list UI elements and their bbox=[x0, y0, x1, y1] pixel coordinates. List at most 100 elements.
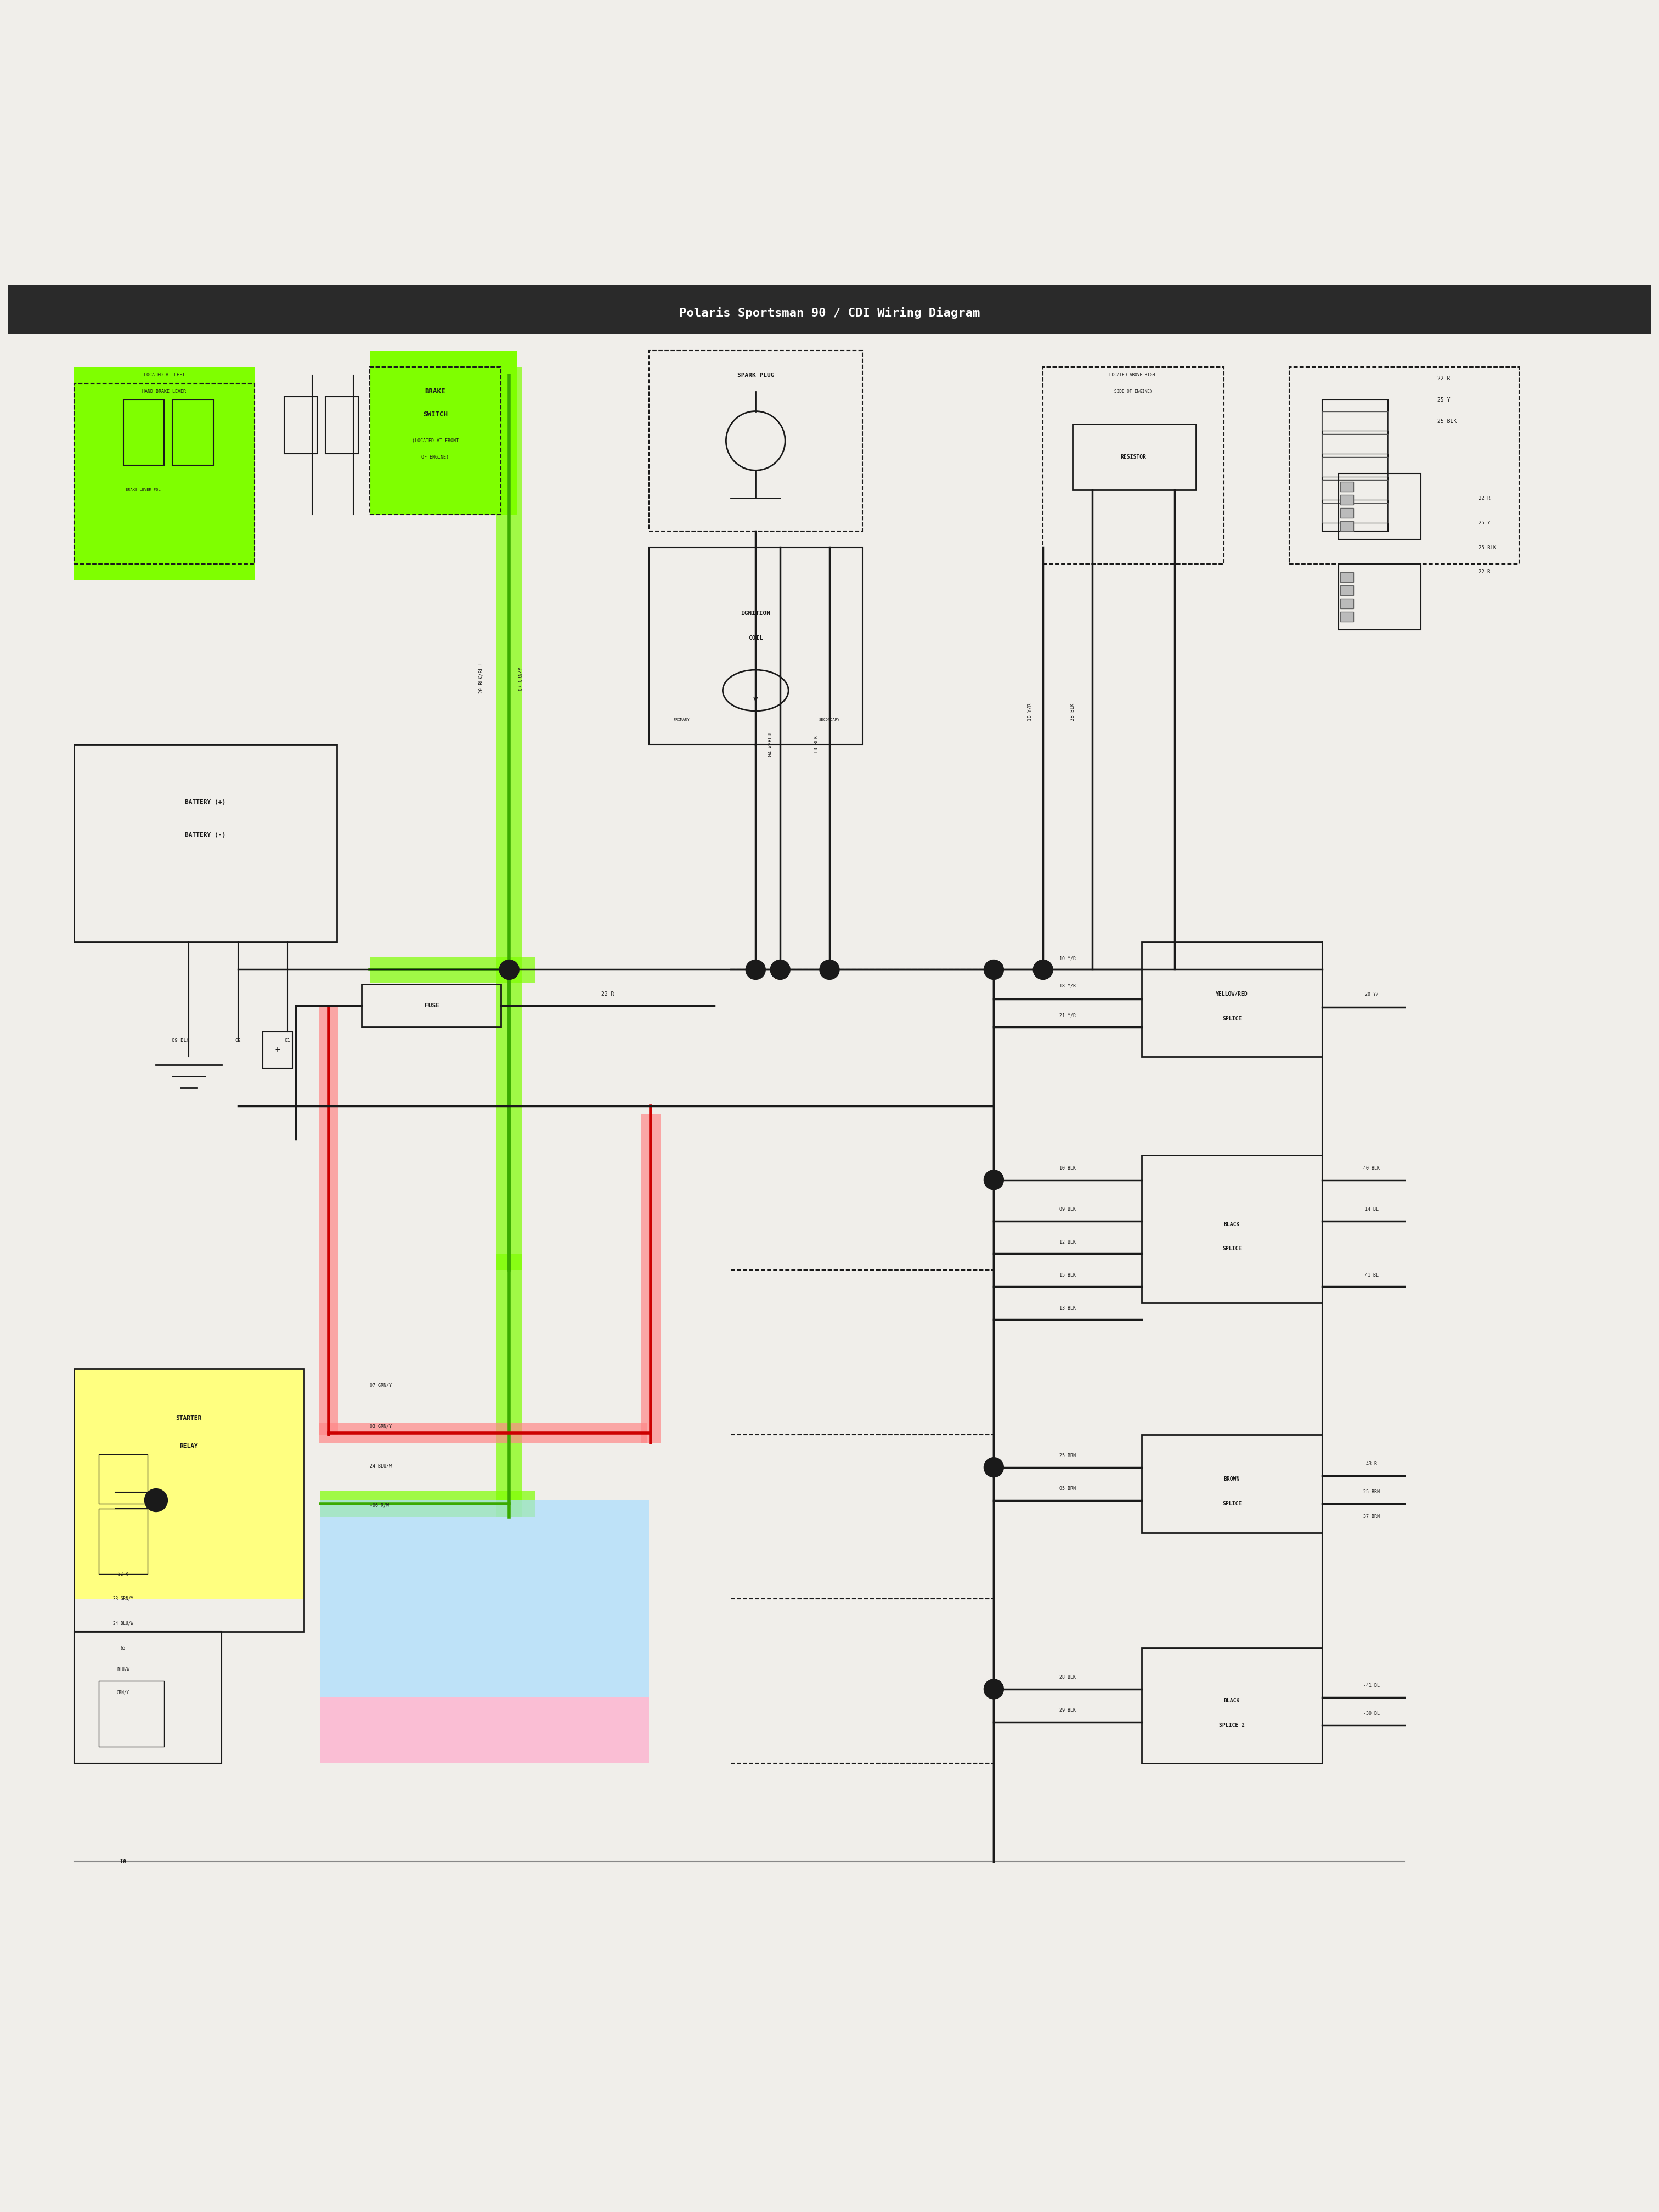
Text: 25 BLK: 25 BLK bbox=[1437, 418, 1457, 425]
Text: BRAKE LEVER POL: BRAKE LEVER POL bbox=[126, 489, 161, 491]
Text: SPLICE: SPLICE bbox=[1223, 1245, 1241, 1252]
Bar bbox=[320, 1500, 649, 1697]
Bar bbox=[1141, 1155, 1322, 1303]
Text: 37 BRN: 37 BRN bbox=[1364, 1515, 1380, 1520]
Circle shape bbox=[984, 1170, 1004, 1190]
Text: 07 GRN/Y: 07 GRN/Y bbox=[518, 668, 523, 690]
Text: 09 BLK: 09 BLK bbox=[173, 1037, 189, 1042]
Circle shape bbox=[770, 960, 790, 980]
Bar bbox=[1141, 1436, 1322, 1533]
Bar bbox=[1340, 586, 1354, 595]
Text: BLACK: BLACK bbox=[1224, 1221, 1239, 1228]
Text: HAND BRAKE LEVER: HAND BRAKE LEVER bbox=[143, 389, 186, 394]
Bar bbox=[1340, 509, 1354, 518]
Circle shape bbox=[499, 960, 519, 980]
Text: 65: 65 bbox=[121, 1646, 126, 1650]
Circle shape bbox=[984, 1458, 1004, 1478]
Text: SPLICE 2: SPLICE 2 bbox=[1219, 1723, 1244, 1728]
Bar bbox=[649, 349, 863, 531]
Text: 01: 01 bbox=[284, 1037, 290, 1042]
Text: 24 BLU/W: 24 BLU/W bbox=[370, 1464, 392, 1469]
Circle shape bbox=[984, 960, 1004, 980]
Text: PRIMARY: PRIMARY bbox=[674, 719, 690, 721]
Text: 10 BLK: 10 BLK bbox=[815, 737, 820, 754]
Bar bbox=[325, 396, 358, 453]
Text: 29 BLK: 29 BLK bbox=[1060, 1708, 1077, 1712]
Text: 22 R: 22 R bbox=[1478, 571, 1490, 575]
Text: COIL: COIL bbox=[748, 635, 763, 641]
Bar bbox=[1322, 458, 1389, 478]
Bar bbox=[496, 367, 523, 1270]
Bar bbox=[1322, 411, 1389, 431]
Text: SIDE OF ENGINE): SIDE OF ENGINE) bbox=[1115, 389, 1153, 394]
Bar bbox=[319, 1006, 338, 1436]
Circle shape bbox=[1034, 960, 1053, 980]
Text: SPLICE: SPLICE bbox=[1223, 1015, 1241, 1022]
Text: 20 Y/: 20 Y/ bbox=[1365, 991, 1379, 998]
Text: BLU/W: BLU/W bbox=[116, 1668, 129, 1672]
Text: 22 R: 22 R bbox=[1478, 495, 1490, 500]
Bar bbox=[1340, 482, 1354, 491]
Text: LOCATED ABOVE RIGHT: LOCATED ABOVE RIGHT bbox=[1110, 372, 1158, 378]
Circle shape bbox=[820, 960, 839, 980]
Text: 18 Y/R: 18 Y/R bbox=[1060, 984, 1077, 989]
Circle shape bbox=[984, 1679, 1004, 1699]
Text: GRN/Y: GRN/Y bbox=[116, 1690, 129, 1694]
Text: 05 BRN: 05 BRN bbox=[1060, 1486, 1077, 1491]
Bar bbox=[1044, 367, 1224, 564]
Bar bbox=[1322, 400, 1389, 531]
Bar bbox=[75, 1369, 304, 1632]
Bar bbox=[75, 383, 254, 564]
Text: 33 GRN/Y: 33 GRN/Y bbox=[113, 1597, 133, 1601]
Bar bbox=[496, 1254, 523, 1517]
Text: Polaris Sportsman 90 / CDI Wiring Diagram: Polaris Sportsman 90 / CDI Wiring Diagra… bbox=[679, 307, 980, 319]
Text: RELAY: RELAY bbox=[179, 1442, 197, 1449]
Text: 22 R: 22 R bbox=[601, 991, 614, 998]
Circle shape bbox=[144, 1489, 168, 1511]
Text: Polaris Sportsman 90 CDI Wiring Diagram: Polaris Sportsman 90 CDI Wiring Diagram bbox=[650, 310, 1009, 325]
Bar bbox=[320, 1491, 536, 1517]
Text: 25 BLK: 25 BLK bbox=[1478, 544, 1496, 551]
Bar bbox=[1340, 599, 1354, 608]
Text: IGNITION: IGNITION bbox=[742, 611, 770, 615]
Text: -30 BL: -30 BL bbox=[1364, 1712, 1380, 1717]
Text: 04 W/BLU: 04 W/BLU bbox=[768, 732, 773, 757]
Text: LOCATED AT LEFT: LOCATED AT LEFT bbox=[144, 372, 184, 378]
Bar bbox=[370, 367, 501, 515]
Bar bbox=[320, 1697, 649, 1763]
Text: 43 B: 43 B bbox=[1365, 1462, 1377, 1467]
Text: 15 BLK: 15 BLK bbox=[1060, 1272, 1077, 1279]
Text: 25 Y: 25 Y bbox=[1437, 396, 1450, 403]
Text: BROWN: BROWN bbox=[1224, 1475, 1239, 1482]
Text: BRAKE: BRAKE bbox=[425, 387, 446, 396]
Text: 09 BLK: 09 BLK bbox=[1060, 1208, 1077, 1212]
Bar bbox=[1322, 502, 1389, 522]
Bar bbox=[75, 745, 337, 942]
Bar bbox=[370, 956, 536, 982]
Text: 22 R: 22 R bbox=[1437, 376, 1450, 380]
Text: BATTERY (-): BATTERY (-) bbox=[184, 832, 226, 838]
Bar bbox=[98, 1681, 164, 1747]
Text: BLACK: BLACK bbox=[1224, 1699, 1239, 1703]
Bar bbox=[370, 349, 518, 515]
Bar bbox=[1339, 564, 1420, 630]
Bar bbox=[1073, 425, 1196, 491]
Bar bbox=[362, 984, 501, 1026]
Bar bbox=[649, 549, 863, 745]
Bar bbox=[262, 1033, 292, 1068]
Bar bbox=[75, 1369, 304, 1599]
Text: 14 BL: 14 BL bbox=[1365, 1208, 1379, 1212]
Text: SPARK PLUG: SPARK PLUG bbox=[737, 372, 775, 378]
Text: YELLOW/RED: YELLOW/RED bbox=[1216, 991, 1248, 998]
Text: SWITCH: SWITCH bbox=[423, 411, 448, 418]
Text: 03 GRN/Y: 03 GRN/Y bbox=[370, 1425, 392, 1429]
Text: STARTER: STARTER bbox=[176, 1416, 202, 1420]
Text: FUSE: FUSE bbox=[425, 1002, 440, 1009]
Bar bbox=[1340, 495, 1354, 504]
Bar bbox=[98, 1509, 148, 1575]
Text: 22 R: 22 R bbox=[118, 1573, 128, 1577]
Bar bbox=[1141, 1648, 1322, 1763]
Bar bbox=[1289, 367, 1520, 564]
Text: SPLICE: SPLICE bbox=[1223, 1500, 1241, 1506]
Bar bbox=[319, 1422, 647, 1442]
